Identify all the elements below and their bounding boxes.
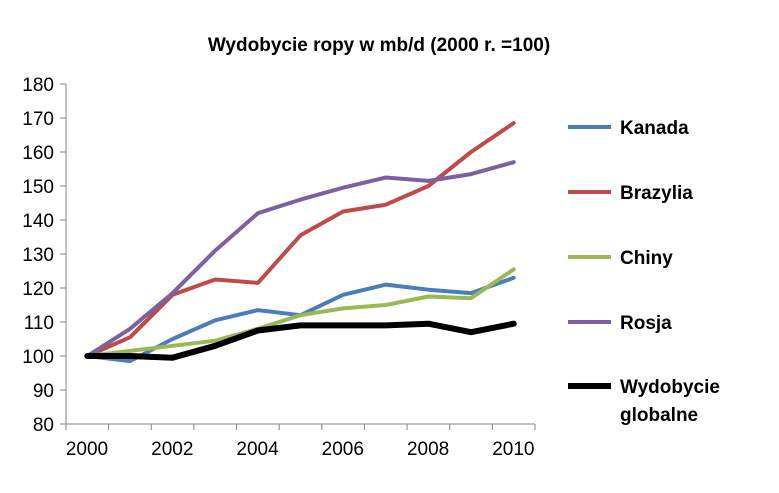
y-tick-label: 160	[22, 143, 54, 164]
legend-label-2: Chiny	[620, 248, 673, 269]
series-line-3	[85, 160, 516, 358]
legend-label-3: Rosja	[620, 313, 672, 334]
x-tick-label: 2006	[322, 439, 364, 460]
x-tick-label: 2002	[151, 439, 193, 460]
y-tick-label: 130	[22, 245, 54, 266]
x-tick-label: 2000	[66, 439, 108, 460]
legend: Kanada Brazylia Chiny Rosja Wydobycie globaln…	[568, 118, 720, 426]
y-tick-label: 120	[22, 279, 54, 300]
series-lines	[84, 121, 517, 364]
y-tick-label: 150	[22, 177, 54, 198]
y-tick-label: 110	[24, 313, 54, 334]
y-tick-label: 90	[33, 381, 54, 402]
y-tick-label: 80	[33, 415, 54, 436]
y-tick-label: 180	[22, 75, 54, 96]
legend-label-4: globalne	[620, 405, 698, 426]
axes: 80 90 100 110 120 130 140 150 160 170 180 2000 2002 2…	[22, 75, 536, 460]
chart-title: Wydobycie ropy w mb/d (2000 r. =100)	[208, 35, 550, 56]
x-tick-label: 2010	[492, 439, 534, 460]
y-tick-label: 140	[22, 211, 54, 232]
series-line-2	[85, 267, 516, 358]
legend-label-0: Kanada	[620, 118, 689, 139]
legend-label-1: Brazylia	[620, 183, 693, 204]
y-tick-label: 170	[22, 109, 54, 130]
y-tick-label: 100	[22, 347, 54, 368]
series-line-4	[84, 320, 517, 361]
series-line-1	[85, 121, 516, 358]
x-tick-label: 2008	[407, 439, 449, 460]
x-tick-label: 2004	[236, 439, 279, 460]
legend-label-4: Wydobycie	[620, 377, 720, 398]
